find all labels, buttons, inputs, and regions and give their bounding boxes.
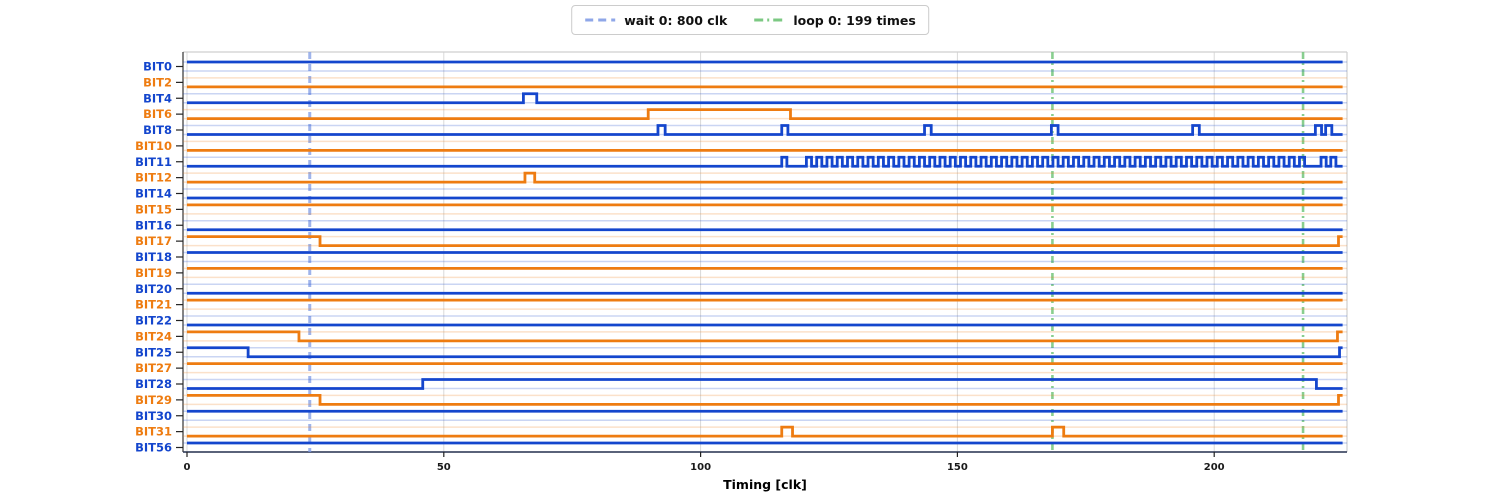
signal-label-BIT17: BIT17 (135, 234, 172, 248)
signal-wave-BIT12 (187, 171, 1343, 184)
x-tick-label-100: 100 (690, 462, 711, 473)
signal-label-BIT6: BIT6 (143, 107, 172, 121)
signal-label-BIT25: BIT25 (135, 345, 172, 359)
wait-line-sample-icon (585, 18, 616, 22)
signal-label-BIT30: BIT30 (135, 409, 172, 423)
legend-label-loop: loop 0: 199 times (793, 12, 916, 28)
signal-label-BIT29: BIT29 (135, 393, 172, 407)
signal-label-BIT4: BIT4 (143, 91, 172, 105)
signal-label-BIT24: BIT24 (135, 329, 172, 343)
x-tick-label-0: 0 (184, 462, 191, 473)
signal-label-BIT56: BIT56 (135, 441, 172, 455)
signal-wave-BIT11 (187, 155, 1343, 168)
signal-label-BIT27: BIT27 (135, 361, 172, 375)
signal-wave-BIT6 (187, 108, 1343, 121)
signal-label-BIT8: BIT8 (143, 123, 172, 137)
signal-label-BIT10: BIT10 (135, 139, 172, 153)
signal-wave-BIT29 (187, 393, 1343, 406)
signal-label-BIT20: BIT20 (135, 282, 172, 296)
signal-label-BIT14: BIT14 (135, 187, 172, 201)
signal-label-BIT28: BIT28 (135, 377, 172, 391)
legend-item-loop: loop 0: 199 times (753, 12, 916, 28)
signal-label-BIT21: BIT21 (135, 298, 172, 312)
signal-label-BIT22: BIT22 (135, 314, 172, 328)
x-axis-label: Timing [clk] (723, 477, 807, 492)
loop-line-sample-icon (754, 18, 785, 22)
signal-wave-BIT8 (187, 124, 1343, 136)
signal-label-BIT0: BIT0 (143, 60, 172, 74)
signal-wave-BIT28 (187, 378, 1343, 390)
signal-wave-BIT31 (187, 425, 1343, 438)
signal-label-BIT19: BIT19 (135, 266, 172, 280)
legend-label-wait: wait 0: 800 clk (624, 12, 728, 28)
signal-label-BIT12: BIT12 (135, 171, 172, 185)
signal-label-BIT31: BIT31 (135, 425, 172, 439)
signal-label-BIT18: BIT18 (135, 250, 172, 264)
legend: wait 0: 800 clk loop 0: 199 times (571, 5, 929, 35)
signal-wave-BIT4 (187, 92, 1343, 105)
x-tick-label-50: 50 (437, 462, 451, 473)
legend-item-wait: wait 0: 800 clk (584, 13, 727, 28)
signal-label-BIT2: BIT2 (143, 75, 172, 89)
x-tick-label-200: 200 (1204, 462, 1225, 473)
x-tick-label-150: 150 (947, 462, 968, 473)
signal-wave-BIT25 (187, 346, 1343, 359)
signal-label-BIT16: BIT16 (135, 218, 172, 232)
signal-wave-BIT17 (187, 235, 1343, 248)
signal-label-BIT11: BIT11 (135, 155, 172, 169)
signal-label-BIT15: BIT15 (135, 202, 172, 216)
signal-wave-BIT24 (187, 330, 1343, 343)
